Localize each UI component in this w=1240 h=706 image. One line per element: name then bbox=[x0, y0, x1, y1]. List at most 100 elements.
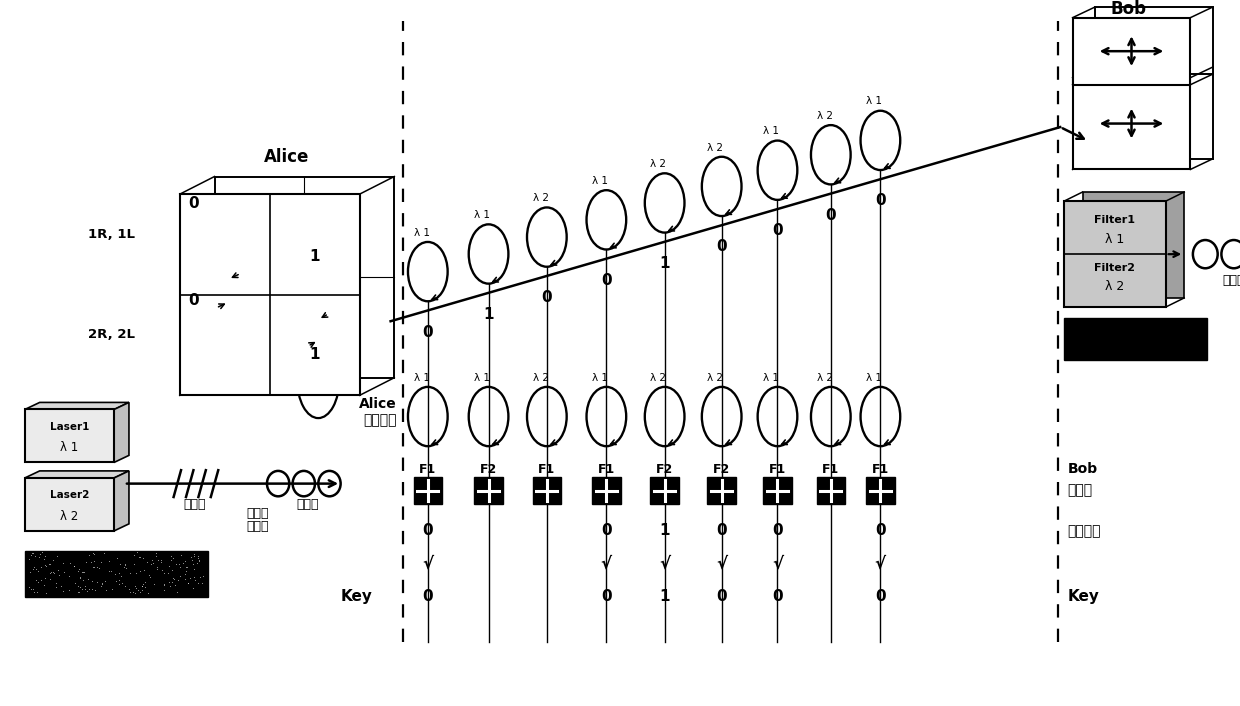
Text: 0: 0 bbox=[423, 589, 433, 604]
Text: 0: 0 bbox=[188, 293, 200, 308]
Text: 0: 0 bbox=[875, 589, 885, 604]
Text: F1: F1 bbox=[822, 463, 839, 476]
Text: √: √ bbox=[875, 554, 885, 573]
Text: 0: 0 bbox=[542, 290, 552, 305]
Text: λ 1: λ 1 bbox=[475, 210, 490, 220]
Text: Laser1: Laser1 bbox=[50, 422, 89, 432]
Text: λ 1: λ 1 bbox=[867, 97, 882, 107]
Text: Key: Key bbox=[340, 589, 372, 604]
Bar bbox=[1095, 7, 1213, 74]
Text: λ 1: λ 1 bbox=[414, 373, 429, 383]
Bar bbox=[764, 477, 791, 504]
Text: 0: 0 bbox=[717, 589, 727, 604]
Text: 圆偏光: 圆偏光 bbox=[1223, 274, 1240, 287]
Text: 0: 0 bbox=[601, 273, 611, 288]
Bar bbox=[1095, 67, 1213, 159]
Text: 1: 1 bbox=[660, 589, 670, 604]
Text: F2: F2 bbox=[713, 463, 730, 476]
Text: 0: 0 bbox=[773, 223, 782, 238]
Text: Key: Key bbox=[1068, 589, 1100, 604]
Text: √: √ bbox=[423, 554, 433, 573]
Text: 四分之: 四分之 bbox=[247, 507, 269, 520]
Text: F2: F2 bbox=[656, 463, 673, 476]
Text: λ 2: λ 2 bbox=[708, 143, 723, 152]
Text: λ 1: λ 1 bbox=[764, 126, 779, 136]
Text: 1: 1 bbox=[660, 523, 670, 539]
Text: 0: 0 bbox=[773, 523, 782, 539]
Text: λ 1: λ 1 bbox=[593, 373, 608, 383]
Bar bbox=[1064, 318, 1207, 360]
Polygon shape bbox=[114, 402, 129, 462]
Text: λ 1: λ 1 bbox=[867, 373, 882, 383]
Bar bbox=[25, 409, 114, 462]
Text: √: √ bbox=[601, 554, 611, 573]
Bar bbox=[533, 477, 560, 504]
Bar bbox=[1073, 78, 1190, 169]
Text: λ 1: λ 1 bbox=[414, 228, 429, 238]
Text: 1: 1 bbox=[309, 347, 320, 362]
Bar bbox=[707, 477, 735, 504]
Text: 1: 1 bbox=[309, 249, 320, 263]
Text: 0: 0 bbox=[875, 523, 885, 539]
Text: 0: 0 bbox=[423, 523, 433, 539]
Text: λ 2: λ 2 bbox=[61, 510, 78, 522]
Text: F1: F1 bbox=[538, 463, 556, 476]
Text: 1R, 1L: 1R, 1L bbox=[88, 228, 135, 241]
Text: Filter1: Filter1 bbox=[1094, 215, 1136, 225]
Text: 0: 0 bbox=[773, 589, 782, 604]
Text: λ 2: λ 2 bbox=[817, 111, 832, 121]
Bar bbox=[474, 477, 503, 504]
Text: 0: 0 bbox=[826, 208, 836, 222]
Text: λ 1: λ 1 bbox=[475, 373, 490, 383]
Text: F2: F2 bbox=[480, 463, 497, 476]
Text: 2R, 2L: 2R, 2L bbox=[88, 328, 135, 342]
Text: F1: F1 bbox=[419, 463, 436, 476]
Text: 0: 0 bbox=[601, 589, 611, 604]
Text: 一波片: 一波片 bbox=[247, 520, 269, 532]
Bar bbox=[215, 176, 394, 378]
Text: 0: 0 bbox=[875, 193, 885, 208]
Bar bbox=[413, 477, 441, 504]
Bar bbox=[817, 477, 846, 504]
Text: F1: F1 bbox=[598, 463, 615, 476]
Polygon shape bbox=[114, 471, 129, 531]
Bar bbox=[25, 478, 114, 531]
Text: 0: 0 bbox=[601, 523, 611, 539]
Text: λ 1: λ 1 bbox=[61, 441, 78, 454]
Bar bbox=[25, 551, 208, 597]
Text: 0: 0 bbox=[423, 325, 433, 340]
Text: Bob: Bob bbox=[1068, 462, 1097, 477]
Polygon shape bbox=[25, 402, 129, 409]
Text: 0: 0 bbox=[717, 239, 727, 254]
Text: Alice: Alice bbox=[264, 148, 310, 166]
Text: 圆偏光: 圆偏光 bbox=[296, 498, 319, 510]
Bar bbox=[1064, 201, 1166, 307]
Text: 测量结果: 测量结果 bbox=[1068, 524, 1101, 538]
Bar bbox=[1073, 18, 1190, 85]
Text: 1: 1 bbox=[660, 256, 670, 271]
Bar bbox=[1083, 192, 1184, 298]
Text: λ 1: λ 1 bbox=[593, 176, 608, 186]
Text: Filter2: Filter2 bbox=[1094, 263, 1136, 273]
Text: λ 2: λ 2 bbox=[533, 373, 548, 383]
Text: 线偏光: 线偏光 bbox=[184, 498, 206, 510]
Text: 0: 0 bbox=[717, 523, 727, 539]
Text: Bob: Bob bbox=[1110, 0, 1147, 18]
Text: √: √ bbox=[717, 554, 727, 573]
Text: Laser2: Laser2 bbox=[50, 491, 89, 501]
Text: 光子序列: 光子序列 bbox=[363, 413, 397, 427]
Text: 1: 1 bbox=[484, 307, 494, 322]
Text: λ 1: λ 1 bbox=[1105, 233, 1125, 246]
Text: 0: 0 bbox=[188, 196, 200, 211]
Text: F1: F1 bbox=[769, 463, 786, 476]
Text: λ 2: λ 2 bbox=[651, 159, 666, 169]
Text: λ 2: λ 2 bbox=[651, 373, 666, 383]
Bar bbox=[866, 477, 894, 504]
Bar bbox=[180, 194, 360, 395]
Text: λ 2: λ 2 bbox=[708, 373, 723, 383]
Text: √: √ bbox=[773, 554, 782, 573]
Text: λ 2: λ 2 bbox=[533, 193, 548, 203]
Text: λ 1: λ 1 bbox=[764, 373, 779, 383]
Text: √: √ bbox=[660, 554, 670, 573]
Text: λ 2: λ 2 bbox=[817, 373, 832, 383]
